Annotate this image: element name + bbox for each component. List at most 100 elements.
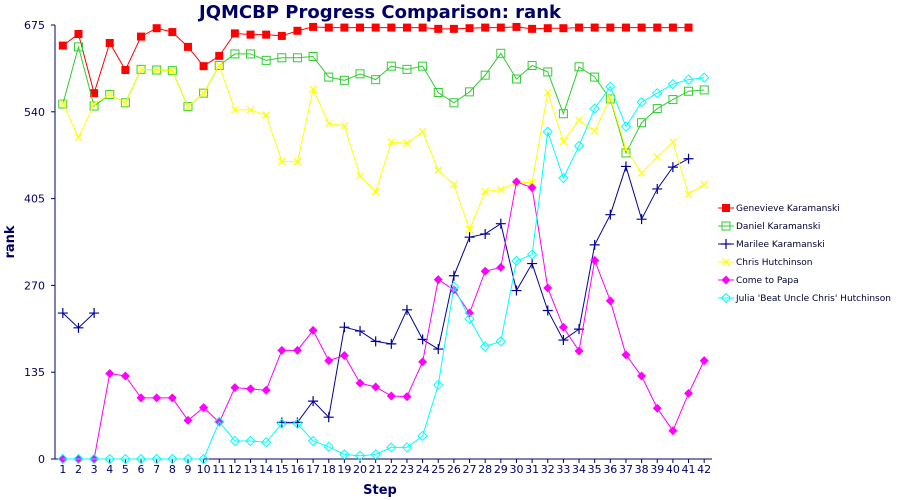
- data-point: [527, 183, 537, 193]
- x-tick-label: 23: [400, 463, 414, 476]
- data-point: [526, 249, 538, 260]
- data-point: [448, 281, 460, 292]
- data-point: [652, 87, 663, 99]
- data-point: [417, 334, 428, 345]
- x-tick-label: 8: [169, 463, 176, 476]
- x-tick-label: 9: [184, 463, 191, 476]
- legend-marker: [721, 221, 731, 231]
- data-point: [105, 90, 114, 99]
- data-point: [496, 262, 506, 272]
- data-point: [121, 98, 130, 107]
- data-point: [89, 101, 99, 111]
- data-point: [434, 166, 443, 175]
- data-point: [636, 96, 647, 108]
- x-axis-label: Step: [363, 483, 397, 498]
- data-point: [355, 326, 366, 337]
- series-4: [58, 177, 709, 464]
- data-point: [339, 350, 349, 360]
- data-point: [57, 308, 68, 319]
- data-point: [73, 322, 84, 333]
- data-point: [683, 153, 694, 164]
- data-point: [511, 74, 521, 84]
- x-tick-label: 33: [556, 463, 570, 476]
- x-tick-label: 5: [122, 463, 129, 476]
- data-point: [620, 121, 632, 132]
- x-tick-label: 34: [572, 463, 586, 476]
- data-point: [480, 266, 490, 276]
- data-point: [277, 345, 287, 355]
- data-point: [261, 385, 271, 395]
- data-point: [58, 99, 67, 108]
- x-tick-label: 27: [463, 463, 477, 476]
- data-point: [386, 338, 397, 349]
- data-point: [387, 138, 396, 146]
- data-point: [637, 168, 646, 177]
- data-point: [183, 42, 192, 51]
- data-point: [528, 24, 537, 33]
- x-tick-label: 38: [635, 463, 649, 476]
- data-point: [418, 357, 428, 367]
- x-tick-label: 11: [212, 463, 226, 476]
- data-point: [699, 85, 709, 95]
- x-tick-label: 16: [290, 463, 304, 476]
- data-point: [386, 442, 397, 453]
- data-point: [558, 172, 569, 184]
- series-line: [62, 77, 705, 460]
- data-point: [637, 118, 647, 128]
- data-point: [449, 24, 458, 33]
- data-point: [152, 393, 162, 403]
- series-0: [58, 22, 693, 98]
- data-point: [152, 66, 161, 74]
- data-point: [543, 67, 553, 77]
- data-point: [606, 23, 615, 32]
- x-tick-label: 14: [259, 463, 273, 476]
- data-point: [605, 94, 615, 104]
- data-point: [667, 78, 679, 90]
- data-point: [511, 255, 522, 267]
- data-point: [167, 393, 177, 403]
- data-point: [527, 258, 538, 269]
- data-point: [261, 55, 271, 65]
- legend-marker: [721, 239, 731, 249]
- data-point: [120, 453, 131, 465]
- data-point: [354, 450, 366, 461]
- data-point: [199, 89, 208, 98]
- data-point: [230, 105, 239, 114]
- data-point: [386, 61, 396, 71]
- y-tick-label: 405: [24, 193, 45, 206]
- data-point: [402, 64, 412, 74]
- data-point: [58, 99, 68, 109]
- data-point: [355, 378, 365, 388]
- data-point: [559, 24, 568, 33]
- data-point: [605, 81, 616, 92]
- legend-item: Come to Papa: [718, 275, 799, 286]
- data-point: [371, 187, 380, 196]
- data-point: [292, 53, 302, 63]
- data-point: [621, 23, 630, 32]
- legend-label: Chris Hutchinson: [736, 258, 813, 268]
- legend-item: Daniel Karamanski: [718, 221, 820, 232]
- data-point: [590, 255, 600, 265]
- data-point: [652, 183, 663, 194]
- data-point: [262, 30, 271, 39]
- data-point: [151, 453, 162, 465]
- data-point: [653, 152, 662, 161]
- data-point: [621, 350, 631, 360]
- data-point: [136, 393, 146, 403]
- legend-marker: [721, 275, 731, 285]
- data-point: [184, 102, 192, 111]
- data-point: [104, 453, 115, 465]
- legend-label: Come to Papa: [736, 276, 799, 286]
- x-tick-label: 6: [138, 463, 145, 476]
- data-point: [293, 26, 302, 35]
- data-point: [199, 62, 208, 71]
- data-point: [198, 453, 209, 465]
- x-tick-label: 29: [494, 463, 508, 476]
- data-point: [356, 23, 365, 32]
- data-point: [356, 172, 364, 181]
- data-point: [105, 89, 115, 99]
- legend-marker: [720, 292, 732, 304]
- data-point: [434, 24, 443, 33]
- x-tick-label: 19: [337, 463, 351, 476]
